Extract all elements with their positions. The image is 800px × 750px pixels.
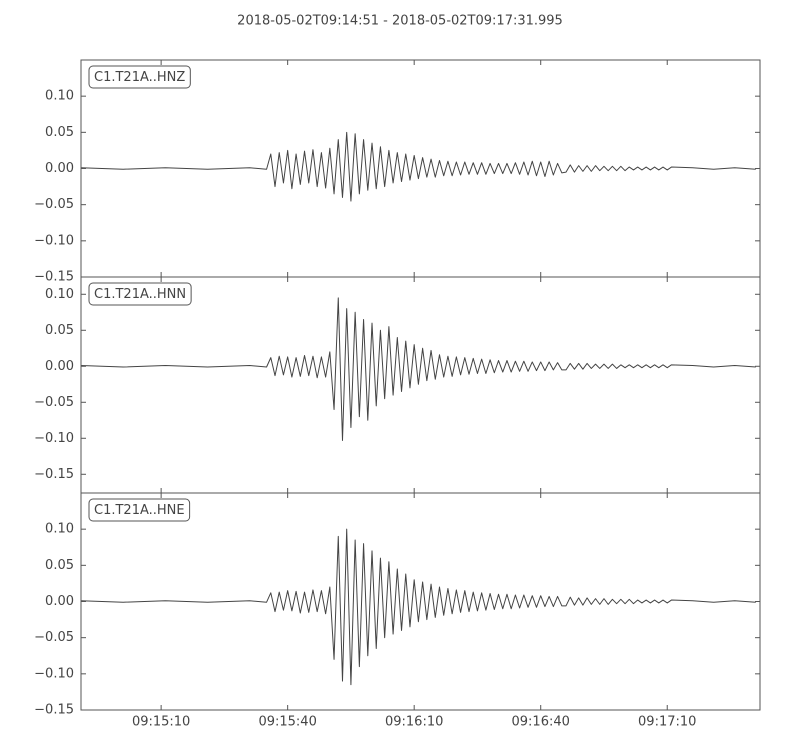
legend-label: C1.T21A..HNN (94, 287, 186, 302)
legend-box (88, 498, 191, 522)
x-tick-label: 09:16:10 (385, 715, 443, 730)
y-tick-label: 0.10 (45, 89, 74, 104)
y-tick-label: 0.05 (45, 558, 74, 573)
y-tick-label: 0.10 (45, 522, 74, 537)
y-tick-label: −0.05 (34, 395, 74, 410)
y-tick-label: −0.05 (34, 630, 74, 645)
legend-box (88, 65, 191, 89)
waveform (81, 131, 756, 202)
y-tick-label: 0.00 (45, 359, 74, 374)
y-tick-label: −0.15 (34, 703, 74, 718)
y-tick-label: 0.05 (45, 125, 74, 140)
x-tick-label: 09:17:10 (638, 715, 696, 730)
axes-frame (80, 276, 761, 494)
y-tick-label: 0.00 (45, 594, 74, 609)
y-tick-label: −0.05 (34, 197, 74, 212)
x-tick-label: 09:15:10 (132, 715, 190, 730)
y-tick-label: −0.10 (34, 431, 74, 446)
waveform (81, 528, 756, 686)
y-tick-label: −0.10 (34, 233, 74, 248)
x-tick-label: 09:16:40 (512, 715, 570, 730)
legend-label: C1.T21A..HNZ (94, 70, 185, 85)
y-tick-label: −0.15 (34, 467, 74, 482)
y-tick-label: −0.10 (34, 666, 74, 681)
y-tick-label: −0.15 (34, 270, 74, 285)
legend-box (88, 282, 192, 306)
legend-label: C1.T21A..HNE (94, 503, 185, 518)
x-tick-label: 09:15:40 (258, 715, 316, 730)
y-tick-label: 0.10 (45, 287, 74, 302)
figure-title: 2018-05-02T09:14:51 - 2018-05-02T09:17:3… (237, 14, 563, 29)
y-tick-label: 0.00 (45, 161, 74, 176)
waveform (81, 297, 756, 441)
y-tick-label: 0.05 (45, 323, 74, 338)
